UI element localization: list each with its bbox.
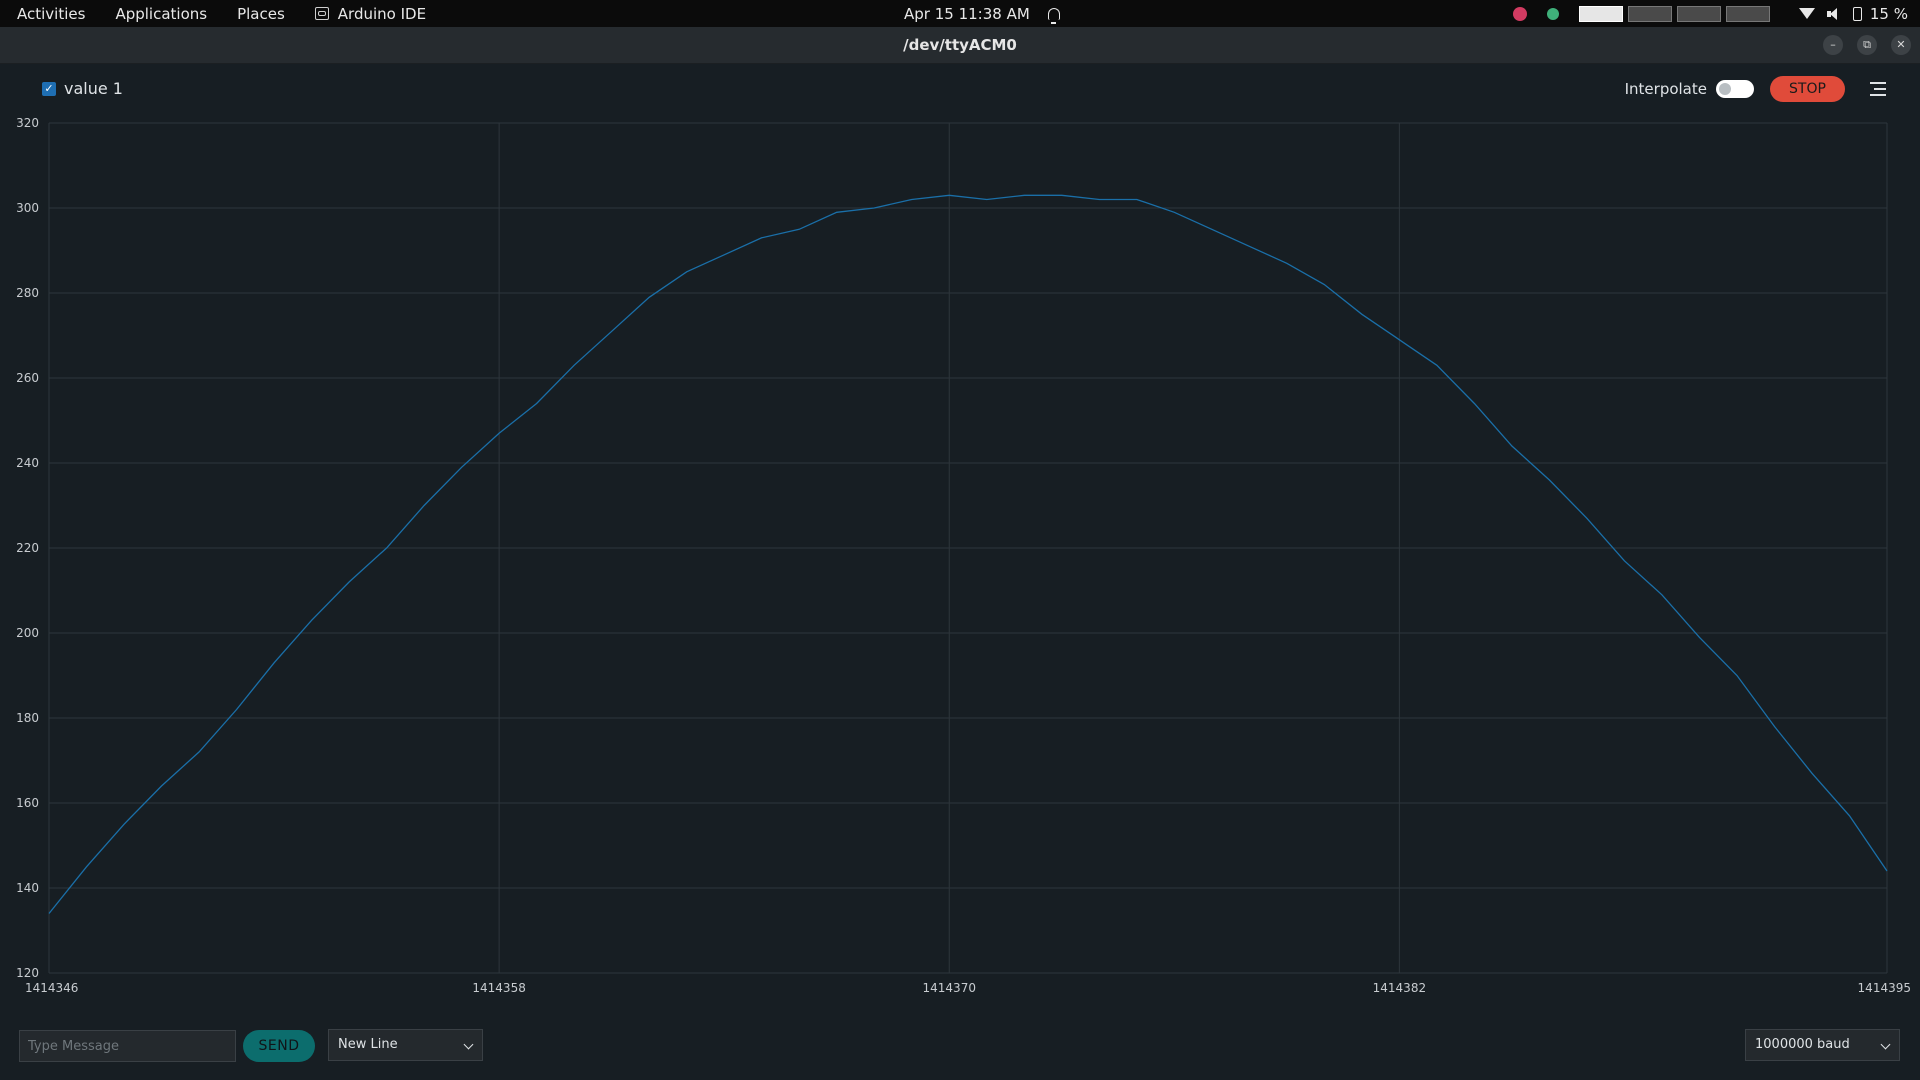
interpolate-toggle[interactable]	[1716, 80, 1754, 98]
tray-network-icon[interactable]	[1546, 7, 1559, 20]
y-tick-label: 260	[16, 371, 39, 385]
app-menu-label: Arduino IDE	[337, 4, 427, 23]
x-tick-label: 1414395	[1858, 981, 1911, 995]
x-tick-label: 1414382	[1373, 981, 1426, 995]
alarm-bell-icon	[1047, 7, 1060, 24]
y-tick-label: 120	[16, 966, 39, 980]
serial-plot-chart: 120 140 160 180 200 220 240 260 280 300 320 1414346…	[16, 116, 1911, 995]
interpolate-label: Interpolate	[1624, 80, 1707, 98]
window-title-bar[interactable]: /dev/ttyACM0 – ⧉ ✕	[0, 27, 1920, 64]
x-tick-label: 1414358	[472, 981, 525, 995]
wifi-icon[interactable]	[1798, 8, 1815, 19]
toggle-knob	[1719, 83, 1731, 95]
workspace-1[interactable]	[1578, 5, 1623, 22]
chevron-down-icon	[1880, 1039, 1891, 1050]
y-tick-label: 220	[16, 541, 39, 555]
chart-ticks: 120 140 160 180 200 220 240 260 280 300 320 1414346…	[16, 116, 1911, 995]
workspace-2[interactable]	[1627, 5, 1672, 22]
restore-button[interactable]: ⧉	[1857, 35, 1877, 55]
volume-icon[interactable]	[1826, 7, 1841, 20]
workspace-4[interactable]	[1725, 5, 1770, 22]
app-menu[interactable]: Arduino IDE	[314, 4, 427, 23]
chevron-down-icon	[463, 1039, 474, 1050]
send-button[interactable]: SEND	[243, 1030, 315, 1062]
clear-menu-icon[interactable]	[1870, 82, 1886, 96]
applications-menu[interactable]: Applications	[115, 4, 208, 23]
value-1-checkbox[interactable]: ✓	[42, 81, 56, 96]
close-button[interactable]: ✕	[1891, 35, 1911, 55]
line-ending-value: New Line	[338, 1037, 398, 1052]
x-tick-label: 1414346	[25, 981, 78, 995]
plotter-controls: Interpolate STOP	[1625, 76, 1886, 102]
message-input[interactable]	[19, 1030, 236, 1062]
y-tick-label: 300	[16, 201, 39, 215]
line-ending-select[interactable]: New Line	[328, 1029, 483, 1061]
x-tick-label: 1414370	[923, 981, 976, 995]
series-line-value-1	[48, 194, 1888, 914]
y-tick-label: 200	[16, 626, 39, 640]
y-tick-label: 320	[16, 116, 39, 130]
places-menu[interactable]: Places	[237, 4, 285, 23]
chart-grid	[48, 122, 1888, 974]
series-legend: ✓ value 1	[42, 79, 123, 98]
minimize-button[interactable]: –	[1823, 35, 1843, 55]
y-tick-label: 160	[16, 796, 39, 810]
window-title: /dev/ttyACM0	[903, 36, 1017, 54]
baud-rate-value: 1000000 baud	[1755, 1037, 1850, 1052]
y-tick-label: 240	[16, 456, 39, 470]
battery-percentage: 15 %	[1869, 4, 1908, 23]
arduino-app-icon	[314, 7, 329, 20]
y-tick-label: 280	[16, 286, 39, 300]
y-tick-label: 140	[16, 881, 39, 895]
clock[interactable]: Apr 15 11:38 AM	[904, 4, 1030, 23]
y-tick-label: 180	[16, 711, 39, 725]
tray-app-icon[interactable]	[1512, 6, 1527, 21]
activities-button[interactable]: Activities	[17, 4, 86, 23]
baud-rate-select[interactable]: 1000000 baud	[1745, 1029, 1900, 1061]
workspace-3[interactable]	[1676, 5, 1721, 22]
system-top-bar: Activities Applications Places Arduino I…	[0, 0, 1920, 27]
stop-button[interactable]: STOP	[1770, 76, 1845, 102]
battery-icon[interactable]	[1852, 6, 1862, 21]
value-1-label[interactable]: value 1	[64, 79, 123, 98]
